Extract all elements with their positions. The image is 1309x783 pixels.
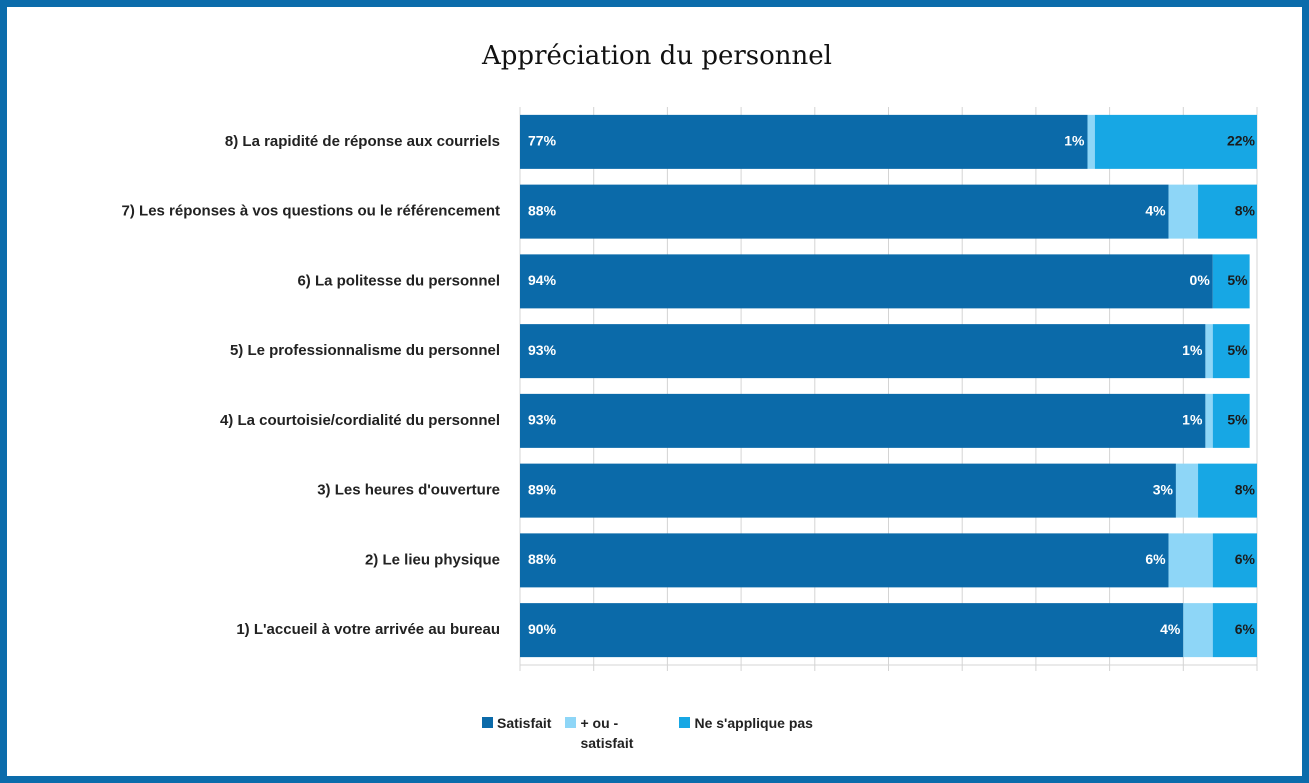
category-label: 4) La courtoisie/cordialité du personnel — [220, 412, 500, 429]
bar-segment — [1183, 603, 1213, 658]
value-label: 1% — [1064, 133, 1085, 149]
bar-segment — [1212, 533, 1257, 588]
bar-segment — [1168, 533, 1213, 588]
value-label: 4% — [1145, 202, 1166, 218]
value-label: 22% — [1227, 133, 1256, 149]
value-label: 88% — [528, 551, 557, 567]
value-label: 8% — [1235, 481, 1256, 497]
bar-segment — [520, 184, 1169, 239]
value-label: 93% — [528, 412, 557, 428]
bar-segment — [1212, 254, 1250, 309]
value-label: 1% — [1182, 412, 1203, 428]
category-label: 2) Le lieu physique — [365, 551, 500, 568]
legend-item: + ou - satisfait — [565, 713, 665, 753]
value-label: 8% — [1235, 202, 1256, 218]
value-label: 5% — [1227, 272, 1248, 288]
category-label: 3) Les heures d'ouverture — [317, 482, 500, 499]
value-label: 88% — [528, 202, 557, 218]
category-label: 6) La politesse du personnel — [297, 272, 500, 289]
bar-segment — [1205, 393, 1213, 448]
bar-segment — [520, 603, 1184, 658]
legend-swatch — [482, 717, 493, 728]
value-label: 6% — [1235, 621, 1256, 637]
value-label: 5% — [1227, 342, 1248, 358]
value-label: 3% — [1153, 481, 1174, 497]
value-label: 6% — [1235, 551, 1256, 567]
bar-segment — [520, 463, 1176, 518]
legend: Satisfait + ou - satisfait Ne s'applique p… — [482, 713, 813, 753]
category-label: 1) L'accueil à votre arrivée au bureau — [236, 621, 500, 638]
value-label: 6% — [1145, 551, 1166, 567]
bar-segment — [1212, 603, 1257, 658]
legend-swatch — [679, 717, 691, 728]
chart-title: Appréciation du personnel — [481, 41, 832, 71]
bar-segment — [520, 324, 1206, 379]
value-label: 1% — [1182, 342, 1203, 358]
bar-segment — [1198, 463, 1257, 518]
value-label: 4% — [1160, 621, 1181, 637]
legend-label: Satisfait — [497, 715, 552, 731]
value-label: 94% — [528, 272, 557, 288]
legend-item: Satisfait — [482, 713, 551, 753]
value-label: 77% — [528, 133, 557, 149]
bar-segment — [520, 114, 1088, 169]
bar-segment — [520, 393, 1206, 448]
value-label: 90% — [528, 621, 557, 637]
legend-label: + ou - satisfait — [580, 715, 634, 751]
legend-label: Ne s'applique pas — [694, 715, 813, 731]
legend-swatch — [565, 717, 577, 728]
category-label: 7) Les réponses à vos questions ou le ré… — [122, 203, 500, 220]
bar-segment — [1094, 114, 1257, 169]
category-label: 8) La rapidité de réponse aux courriels — [225, 133, 500, 150]
value-label: 5% — [1227, 412, 1248, 428]
bar-segment — [1198, 184, 1257, 239]
bar-segment — [1212, 324, 1250, 379]
category-label: 5) Le professionnalisme du personnel — [230, 342, 500, 359]
bar-segment — [1175, 463, 1199, 518]
bar-segment — [1205, 324, 1213, 379]
bar-segment — [520, 533, 1169, 588]
bar-segment — [1087, 114, 1095, 169]
value-label: 0% — [1190, 272, 1211, 288]
bar-segment — [1212, 393, 1250, 448]
value-label: 89% — [528, 481, 557, 497]
value-label: 93% — [528, 342, 557, 358]
bar-segment — [520, 254, 1213, 309]
chart: Appréciation du personnel 8) La rapidité… — [122, 41, 1258, 671]
legend-item: Ne s'applique pas — [679, 713, 813, 753]
bar-segment — [1168, 184, 1199, 239]
